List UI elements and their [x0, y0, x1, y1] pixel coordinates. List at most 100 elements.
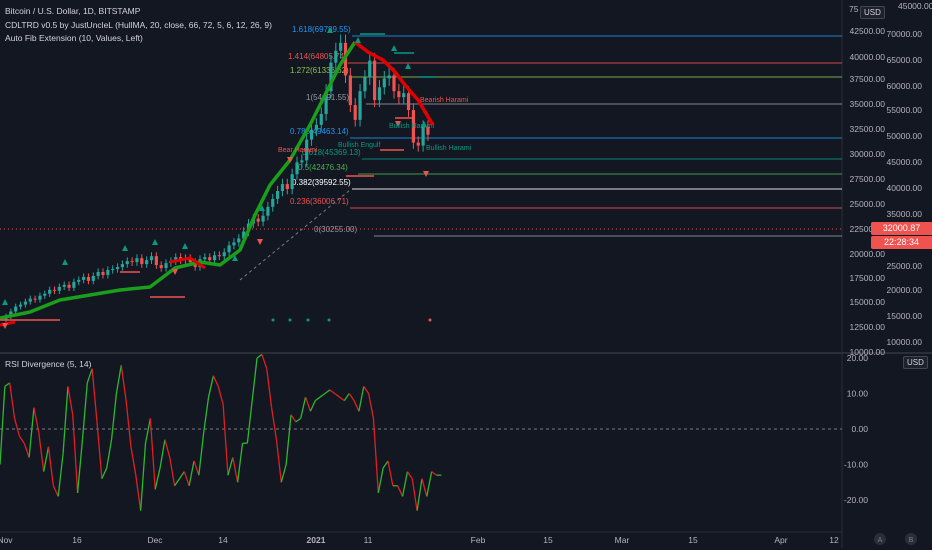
- rsi-segment: [353, 400, 360, 412]
- rsi-segment: [9, 382, 16, 419]
- candle-body: [237, 238, 241, 243]
- rsi-segment: [334, 392, 340, 398]
- candle-body: [149, 256, 154, 261]
- time-axis-label: 2021: [307, 535, 326, 545]
- candle-body: [14, 306, 18, 312]
- price-tick-right: 20000.00: [887, 285, 923, 295]
- rsi-segment: [62, 386, 69, 454]
- price-tick-right: 50000.00: [887, 131, 923, 141]
- settings-icon-label: B: [909, 537, 914, 544]
- candle-body: [9, 311, 13, 317]
- rsi-segment: [38, 432, 45, 472]
- rsi-segment: [237, 443, 244, 483]
- time-axis-label: Dec: [147, 535, 163, 545]
- candle-body: [261, 215, 265, 222]
- sell-signal-marker: [172, 269, 178, 275]
- candle-body: [309, 129, 314, 140]
- price-tick-left: 22500.00: [850, 224, 886, 234]
- candle-body: [203, 257, 207, 260]
- candle-body: [18, 304, 23, 307]
- price-tick-left: 25000.00: [850, 199, 886, 209]
- sell-signal-marker: [2, 323, 8, 329]
- candle-body: [382, 78, 386, 88]
- price-tick-right: 10000.00: [887, 337, 923, 347]
- indicator-cdltrd-legend[interactable]: CDLTRD v0.5 by JustUncleL (HullMA, 20, c…: [5, 20, 272, 30]
- rsi-segment: [363, 386, 370, 394]
- time-axis-label: 15: [543, 535, 553, 545]
- rsi-segment: [4, 382, 11, 387]
- buy-signal-marker: [421, 121, 427, 127]
- candle-body: [285, 184, 289, 190]
- time-axis-label: 16: [72, 535, 82, 545]
- candle-body: [140, 258, 144, 265]
- symbol-title[interactable]: Bitcoin / U.S. Dollar, 1D, BITSTAMP: [5, 6, 141, 16]
- rsi-segment: [86, 368, 93, 384]
- rsi-segment: [416, 478, 423, 511]
- currency-button[interactable]: USD: [860, 6, 885, 19]
- candle-body: [319, 113, 323, 125]
- price-tick-left: 42500.00: [850, 26, 886, 36]
- rsi-segment: [300, 396, 307, 419]
- rsi-segment: [358, 386, 365, 412]
- time-axis-label: Apr: [774, 535, 787, 545]
- buy-signal-marker: [152, 239, 158, 245]
- candle-body: [406, 93, 411, 111]
- candle-body: [23, 301, 27, 305]
- rsi-segment: [183, 471, 190, 487]
- candle-body: [256, 218, 260, 222]
- candle-body: [67, 284, 71, 288]
- candle-body: [208, 257, 212, 261]
- rsi-segment: [329, 389, 336, 395]
- candle-body: [358, 91, 362, 120]
- candle-body: [28, 298, 32, 302]
- price-tick-left: 35000.00: [850, 99, 886, 109]
- candle-body: [266, 206, 270, 216]
- signal-dot: [327, 318, 331, 322]
- rsi-segment: [314, 396, 321, 402]
- rsi-segment: [401, 471, 409, 497]
- buy-signal-marker: [182, 243, 188, 249]
- price-tick-right: 45000.00: [887, 157, 923, 167]
- candle-body: [62, 284, 66, 287]
- hull-ma-down-segment: [169, 256, 206, 270]
- rsi-currency-button[interactable]: USD: [903, 356, 928, 369]
- price-tick-left: 17500.00: [850, 273, 886, 283]
- candle-body: [402, 93, 406, 98]
- rsi-segment: [0, 386, 6, 465]
- price-tick-left: 30000.00: [850, 149, 886, 159]
- signal-dot: [428, 318, 432, 322]
- candle-body: [397, 91, 401, 98]
- candle-body: [125, 261, 129, 265]
- candle-body: [411, 110, 415, 143]
- rsi-segment: [174, 478, 180, 487]
- rsi-segment: [52, 485, 59, 497]
- candle-body: [33, 298, 37, 300]
- rsi-segment: [135, 475, 142, 511]
- candle-body: [145, 260, 149, 265]
- candle-body: [217, 255, 221, 257]
- candle-body: [271, 198, 275, 207]
- price-tick-left: 12500.00: [850, 322, 886, 332]
- candle-body: [392, 75, 396, 92]
- candle-body: [101, 271, 105, 275]
- candle-body: [43, 293, 47, 296]
- time-axis-label: 12: [829, 535, 839, 545]
- rsi-segment: [251, 357, 258, 401]
- candle-body: [77, 279, 81, 282]
- rsi-segment: [367, 393, 375, 419]
- candle-body: [426, 126, 430, 135]
- candle-body: [227, 245, 231, 253]
- candle-body: [154, 256, 158, 266]
- rsi-segment: [188, 460, 195, 486]
- candle-body: [57, 286, 61, 291]
- indicator-autofib-legend[interactable]: Auto Fib Extension (10, Values, Left): [5, 33, 143, 43]
- rsi-segment: [207, 375, 215, 398]
- rsi-tick-label: 20.00: [847, 353, 869, 363]
- fib-label: 1.272(61336.62): [290, 66, 349, 75]
- rsi-panel-title[interactable]: RSI Divergence (5, 14): [5, 359, 92, 369]
- rsi-segment: [382, 460, 389, 469]
- candle-body: [421, 126, 425, 146]
- buy-signal-marker: [405, 63, 411, 69]
- fib-label: 0.786(49463.14): [290, 127, 349, 136]
